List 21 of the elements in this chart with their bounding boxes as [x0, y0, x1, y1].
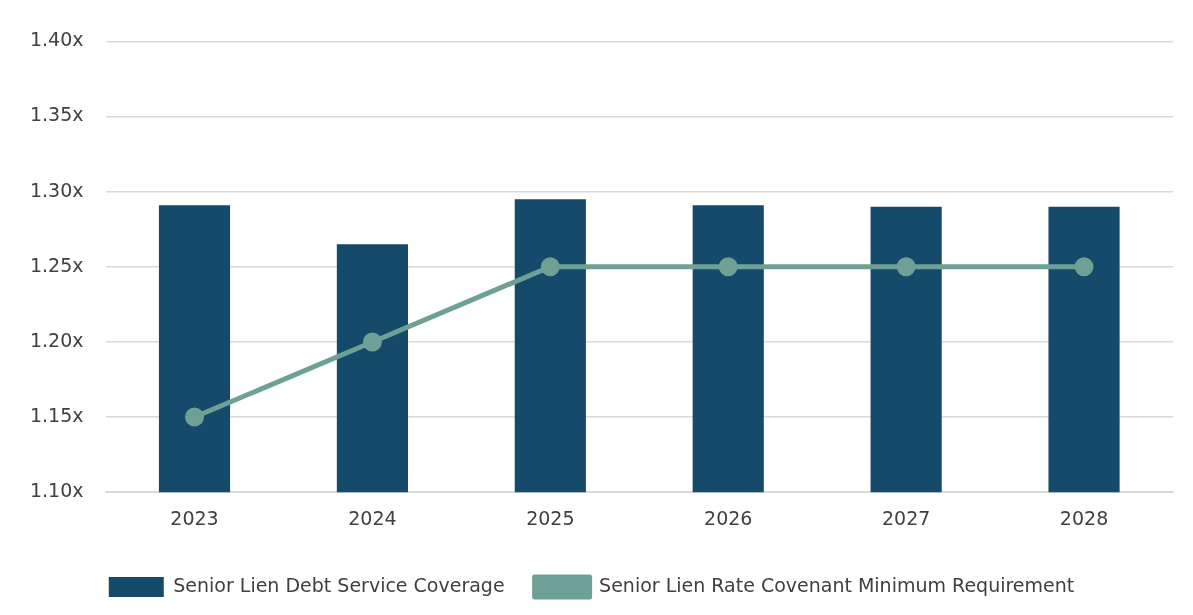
point	[1074, 257, 1094, 277]
y-tick-label: 1.20x	[29, 328, 84, 351]
point	[896, 257, 916, 277]
x-tick-label: 2027	[881, 506, 931, 529]
x-tick-label: 2026	[704, 506, 753, 529]
y-tick-label: 1.10x	[29, 479, 84, 502]
point	[540, 257, 560, 277]
y-tick-label: 1.35x	[29, 103, 84, 126]
y-tick-label: 1.15x	[29, 404, 84, 426]
y-tick-label: 1.25x	[29, 253, 84, 276]
point	[718, 257, 738, 277]
point	[185, 407, 204, 427]
y-tick-label: 1.40x	[29, 28, 84, 51]
legend-label: Senior Lien Debt Service Coverage	[173, 573, 505, 596]
point	[362, 332, 382, 352]
x-tick-label: 2025	[526, 506, 575, 529]
y-tick-label: 1.30x	[29, 178, 84, 201]
x-tick-label: 2024	[348, 506, 397, 529]
x-tick-label: 2028	[1059, 506, 1109, 529]
x-tick-label: 2023	[170, 506, 219, 529]
legend-label: Senior Lien Rate Covenant Minimum Requirement	[599, 573, 1075, 596]
